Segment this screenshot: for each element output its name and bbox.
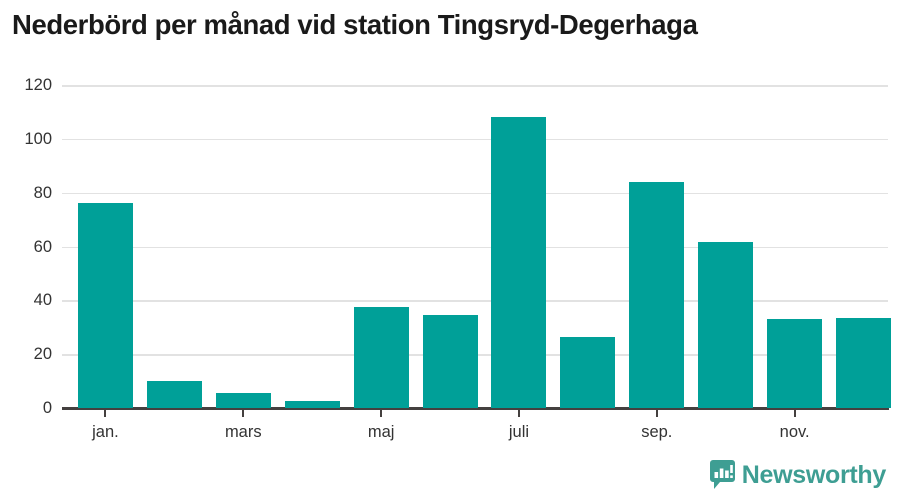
- newsworthy-logo: Newsworthy: [709, 460, 887, 490]
- bar-nov[interactable]: [767, 319, 823, 408]
- bar-apr[interactable]: [284, 401, 340, 408]
- bar-juni[interactable]: [422, 315, 478, 408]
- gridline: [62, 138, 888, 141]
- y-axis-tick-label: 0: [42, 399, 52, 417]
- x-axis-tick-mark: [242, 410, 245, 417]
- y-axis: 0 20 40 60 80 100 120: [0, 77, 52, 417]
- page-title: Nederbörd per månad vid station Tingsryd…: [12, 9, 698, 40]
- x-axis-tick-label: jan.: [92, 423, 119, 441]
- gridline: [62, 246, 888, 248]
- gridline: [62, 192, 888, 195]
- x-axis-tick-mark: [517, 410, 520, 417]
- x-axis-tick-label: juli: [508, 423, 530, 441]
- y-axis-tick-label: 100: [24, 129, 52, 148]
- y-axis-tick-label: 80: [33, 183, 52, 202]
- x-axis-tick-label: sep.: [641, 423, 673, 441]
- bar-mars[interactable]: [215, 393, 271, 408]
- x-axis-tick-label: maj: [367, 423, 395, 441]
- bar-aug[interactable]: [560, 336, 616, 408]
- bar-sep[interactable]: [629, 181, 685, 408]
- bar-chart-speech-bubble-icon: [709, 460, 735, 490]
- y-axis-tick-label: 20: [33, 345, 52, 364]
- x-axis-line: [62, 407, 889, 410]
- y-axis-tick-label: 60: [33, 237, 52, 256]
- y-axis-tick-label: 120: [24, 76, 52, 94]
- x-axis-tick-label: nov.: [779, 423, 810, 441]
- x-axis-tick-mark: [104, 410, 107, 417]
- bar-juli[interactable]: [491, 117, 547, 408]
- x-axis-tick-mark: [380, 410, 383, 417]
- x-axis: jan. mars maj juli sep. nov.: [62, 410, 889, 450]
- bar-feb[interactable]: [146, 381, 202, 408]
- gridline: [62, 300, 888, 302]
- bar-okt[interactable]: [698, 242, 754, 408]
- x-axis-tick-label: mars: [224, 423, 262, 441]
- bar-jan[interactable]: [77, 203, 133, 408]
- newsworthy-wordmark: Newsworthy: [741, 460, 887, 489]
- bar-dec[interactable]: [836, 317, 892, 408]
- bar-maj[interactable]: [353, 307, 409, 408]
- y-axis-tick-label: 40: [33, 291, 52, 310]
- x-axis-tick-mark: [655, 410, 658, 417]
- x-axis-tick-mark: [793, 410, 796, 417]
- bar-series: [62, 85, 892, 408]
- gridline: [62, 85, 888, 87]
